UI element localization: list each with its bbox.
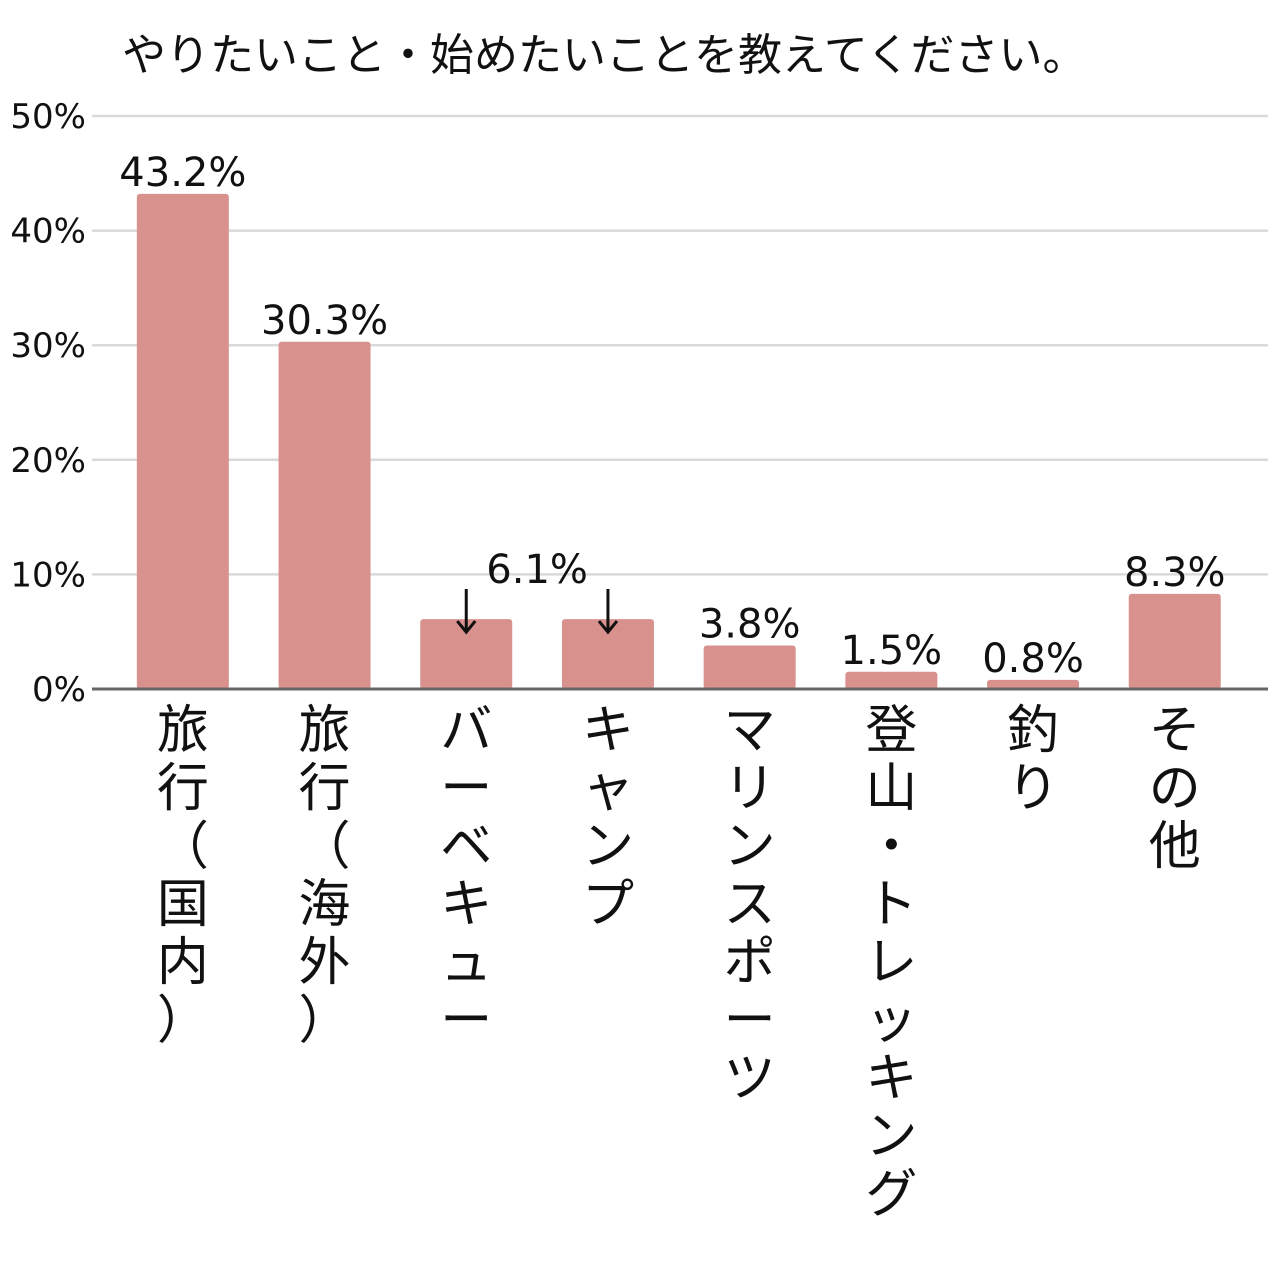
- shared-value-label: 6.1%: [486, 547, 588, 593]
- category-labels: 旅行（国内） 旅行（海外） バーベキュー キャンプ マリンスポーツ 登山・トレッキング 釣り…: [157, 701, 1201, 1225]
- down-arrow-icon: [597, 589, 619, 635]
- value-label: 30.3%: [261, 298, 388, 344]
- y-tick-label: 10%: [10, 555, 86, 595]
- category-label: 旅行（国内）: [157, 701, 209, 1051]
- bar: [845, 671, 938, 689]
- down-arrow-icon: [456, 589, 477, 635]
- bar: [278, 341, 371, 689]
- value-label: 43.2%: [119, 150, 246, 196]
- value-label: 3.8%: [699, 601, 801, 647]
- category-label: マリンスポーツ: [724, 701, 776, 1109]
- bar: [136, 193, 229, 690]
- y-axis-ticks: 0% 10% 20% 30% 40% 50%: [10, 97, 86, 710]
- bar: [987, 679, 1080, 689]
- value-label: 1.5%: [841, 628, 943, 674]
- y-tick-label: 50%: [10, 97, 86, 137]
- category-label: バーベキュー: [440, 701, 492, 1051]
- bar: [703, 645, 796, 689]
- bar: [1128, 593, 1221, 689]
- category-label: 登山・トレッキング: [865, 701, 917, 1225]
- category-label: 釣り: [1007, 701, 1059, 819]
- value-labels: 43.2% 30.3% 3.8% 1.5% 0.8% 8.3% 6.1%: [119, 150, 1225, 682]
- chart-title: やりたいこと・始めたいことを教えてください。: [122, 30, 1086, 81]
- y-tick-label: 0%: [32, 670, 86, 710]
- bars: [136, 193, 1221, 690]
- category-label: その他: [1149, 701, 1201, 877]
- y-tick-label: 30%: [10, 326, 86, 366]
- value-label: 0.8%: [982, 636, 1084, 682]
- category-label: 旅行（海外）: [299, 701, 351, 1051]
- category-label: キャンプ: [582, 701, 634, 935]
- bar: [561, 619, 654, 689]
- y-tick-label: 20%: [10, 441, 86, 481]
- bar: [420, 619, 513, 689]
- y-tick-label: 40%: [10, 212, 86, 252]
- gridlines: [92, 114, 1268, 576]
- value-label: 8.3%: [1124, 550, 1226, 596]
